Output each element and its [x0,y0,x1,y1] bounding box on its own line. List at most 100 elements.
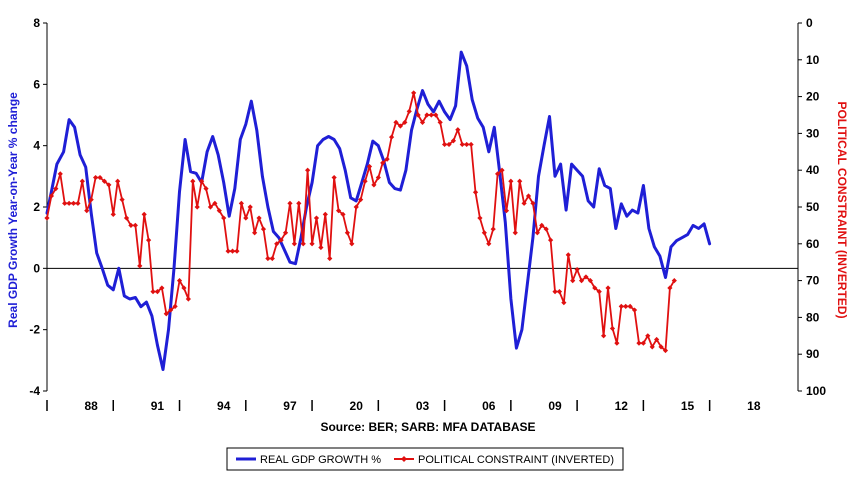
data-point-political-constraint [274,241,280,247]
data-point-political-constraint [397,123,404,129]
data-point-political-constraint [402,119,408,125]
data-point-political-constraint [406,108,412,114]
data-point-political-constraint [146,237,152,243]
data-point-political-constraint [375,174,381,181]
data-point-political-constraint [534,230,540,236]
data-point-political-constraint [539,222,545,228]
data-point-political-constraint [437,119,443,125]
data-point-political-constraint [137,263,143,269]
legend: REAL GDP GROWTH % POLITICAL CONSTRAINT (… [226,447,624,471]
data-point-political-constraint [207,204,214,210]
data-point-political-constraint [110,211,116,217]
data-point-political-constraint [243,215,249,221]
right-tick-label: 80 [806,310,820,324]
left-tick-labels: 8 6 4 2 0 -2 -4 [29,16,47,398]
data-point-political-constraint [609,325,616,332]
right-tick-label: 10 [806,53,820,67]
x-tick-marks [46,400,711,411]
right-tick-label: 30 [806,126,820,140]
data-point-political-constraint [548,237,554,243]
data-point-political-constraint [296,200,302,206]
data-point-political-constraint [159,285,165,291]
data-point-political-constraint [441,141,448,148]
data-point-political-constraint [561,300,567,306]
data-point-political-constraint [62,200,68,206]
data-point-political-constraint [508,178,514,184]
data-point-political-constraint [627,303,633,309]
series-line-political-constraint [46,92,676,352]
data-point-political-constraint [75,200,81,206]
data-point-political-constraint [578,278,585,284]
series-layer [44,50,712,371]
x-tick-label: 12 [615,399,629,413]
data-point-political-constraint [340,211,346,217]
data-point-political-constraint [667,285,673,291]
data-point-political-constraint [353,204,359,210]
data-point-political-constraint [371,182,377,188]
data-point-political-constraint [291,241,297,247]
legend-label-political: POLITICAL CONSTRAINT (INVERTED) [418,454,614,466]
data-point-political-constraint [260,226,267,232]
right-tick-label: 60 [806,237,820,251]
data-point-political-constraint [380,160,386,166]
data-point-political-constraint [446,141,452,148]
data-point-political-constraint [344,230,350,236]
data-point-political-constraint [234,248,240,254]
data-point-political-constraint [384,156,390,162]
data-point-political-constraint [490,226,496,232]
data-point-political-constraint [645,333,651,339]
data-point-political-constraint [433,112,439,118]
data-point-political-constraint [203,186,209,192]
data-point-political-constraint [481,230,487,236]
data-point-political-constraint [92,174,99,181]
x-tick-label: 88 [84,399,98,413]
series-markers-political-constraint [44,90,677,354]
right-tick-label: 0 [806,16,813,30]
data-point-political-constraint [194,204,200,210]
data-point-political-constraint [468,141,474,148]
left-tick-label: 6 [33,77,40,91]
data-point-political-constraint [662,347,669,354]
data-point-political-constraint [521,200,527,206]
data-point-political-constraint [128,222,134,228]
legend-box [226,447,624,471]
data-point-political-constraint [596,289,602,295]
x-tick-label: 18 [747,399,761,413]
x-tick-label: 06 [482,399,496,413]
right-tick-label: 100 [806,384,826,398]
data-point-political-constraint [587,278,593,284]
data-point-political-constraint [349,241,355,247]
data-point-political-constraint [287,200,293,206]
data-point-political-constraint [216,208,222,214]
data-point-political-constraint [415,112,421,118]
data-point-political-constraint [300,241,306,247]
right-tick-label: 40 [806,163,820,177]
data-point-political-constraint [318,244,324,251]
x-tick-label: 03 [416,399,430,413]
data-point-political-constraint [631,307,638,313]
data-point-political-constraint [48,193,55,199]
data-point-political-constraint [495,171,501,177]
data-point-political-constraint [335,208,342,214]
data-point-political-constraint [601,333,607,339]
data-point-political-constraint [636,340,642,346]
right-tick-label: 20 [806,90,820,104]
data-point-political-constraint [605,285,611,291]
data-point-political-constraint [247,204,253,210]
data-point-political-constraint [225,248,231,254]
data-point-political-constraint [366,163,373,170]
data-point-political-constraint [84,208,90,214]
data-point-political-constraint [464,141,470,148]
data-point-political-constraint [123,215,130,221]
data-point-political-constraint [570,278,576,284]
data-point-political-constraint [411,90,417,96]
data-point-political-constraint [57,171,63,177]
right-tick-label: 90 [806,347,820,361]
left-tick-label: 0 [33,261,40,275]
data-point-political-constraint [640,340,646,346]
right-tick-label: 50 [806,200,820,214]
data-point-political-constraint [459,141,465,148]
data-point-political-constraint [327,255,333,262]
data-point-political-constraint [221,215,227,221]
